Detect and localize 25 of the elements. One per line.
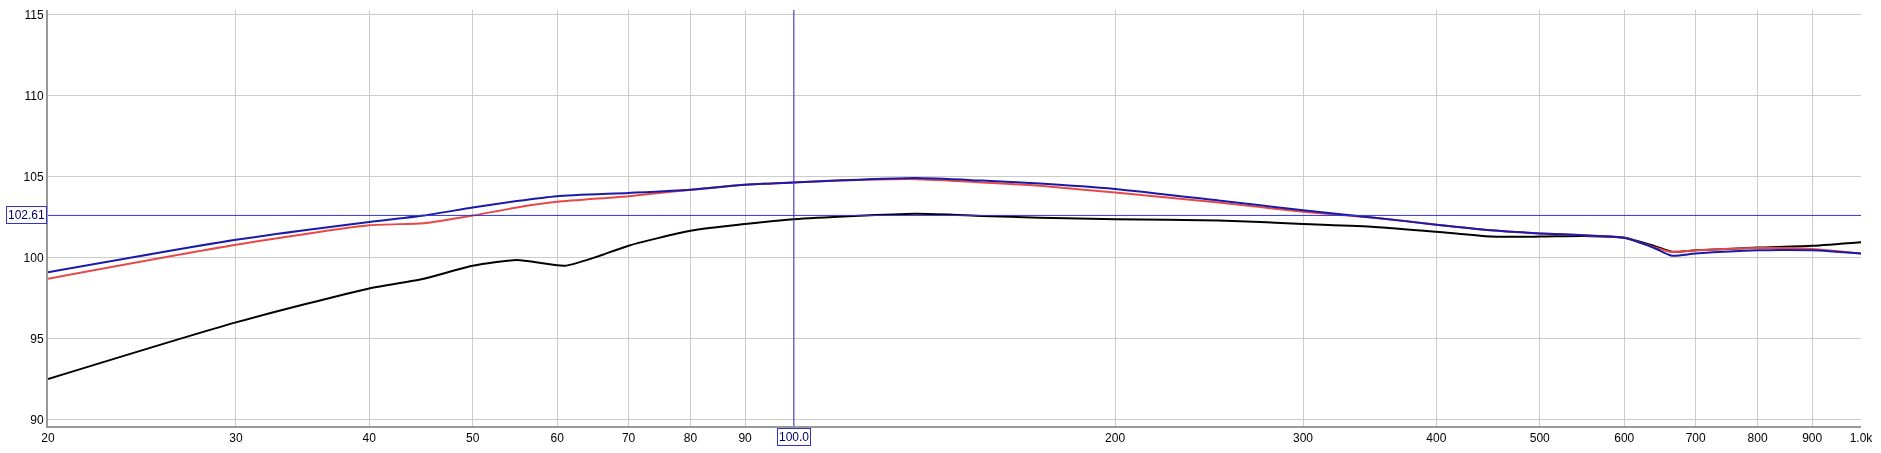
- x-tick-label: 1.0k: [1849, 431, 1874, 446]
- x-tick-label: 500: [1529, 431, 1551, 446]
- x-tick-label: 700: [1685, 431, 1707, 446]
- ref-line-label: 102.61: [8, 208, 46, 222]
- x-tick-label: 60: [550, 431, 565, 446]
- x-tick-label: 600: [1614, 431, 1635, 446]
- x-tick-label: 80: [683, 431, 698, 446]
- y-tick-label: 105: [23, 169, 44, 184]
- y-tick-label: 90: [30, 412, 44, 427]
- y-tick-label: 115: [24, 8, 44, 23]
- x-tick-label: 300: [1293, 431, 1314, 446]
- x-tick-label: 90: [738, 431, 753, 446]
- x-tick-label: 900: [1802, 431, 1823, 446]
- x-tick-label: 70: [621, 431, 636, 446]
- y-tick-label: 100: [23, 250, 44, 265]
- ref-line-label: 100.0: [779, 430, 810, 444]
- x-tick-label: 30: [229, 431, 243, 446]
- x-tick-label: 50: [465, 431, 480, 446]
- x-tick-label: 20: [41, 431, 55, 446]
- y-tick-label: 95: [30, 331, 44, 346]
- x-tick-label: 200: [1105, 431, 1126, 446]
- x-tick-label: 40: [362, 431, 377, 446]
- x-tick-label: 400: [1426, 431, 1447, 446]
- y-tick-label: 110: [24, 88, 44, 103]
- x-tick-label: 800: [1747, 431, 1768, 446]
